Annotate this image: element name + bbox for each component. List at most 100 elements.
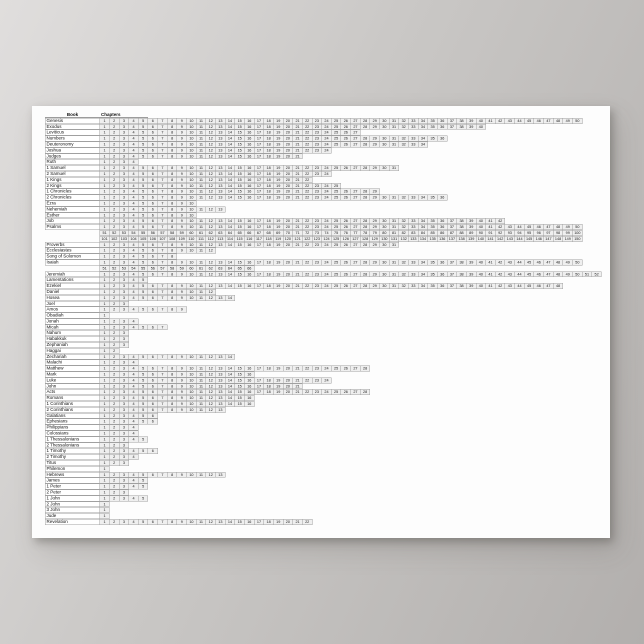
chapter-cell: 14: [224, 353, 236, 360]
chapter-cell: 19: [273, 194, 284, 201]
chapter-cell: 29: [369, 123, 380, 130]
chapter-cell: 17: [253, 259, 265, 266]
chapter-cell: 28: [360, 123, 371, 130]
chapter-cell: 16: [244, 283, 255, 289]
chapter-cell: 21: [292, 365, 303, 372]
chapter-cell: 44: [514, 283, 525, 289]
chapter-cell: 28: [360, 365, 371, 372]
chapter-cell: 2: [109, 518, 120, 525]
chapter-cell: 10: [186, 294, 197, 301]
chapter-cell: 48: [552, 259, 564, 266]
chapter-cell: 44: [514, 117, 525, 124]
chapter-cell: 3: [118, 330, 129, 337]
chapter-cell: 7: [157, 294, 168, 301]
table-row: 2 Corinthians 1 2 3 4 5 6 7 8 9 10 11 12 13: [45, 406, 602, 413]
chapter-cell: 25: [331, 271, 342, 278]
table-row: Numbers 1 2 3 4 5 6 7 8 9 10 11 12 13 14 15 16 17 18 19 20 21…: [45, 135, 602, 142]
chapter-cell: 29: [369, 283, 380, 289]
chapters-column-header: Chapters: [100, 112, 148, 118]
chapter-cell: 4: [128, 436, 139, 443]
chapter-cell: 40: [475, 123, 486, 130]
chapter-cell: 24: [321, 259, 332, 266]
chapter-cell: 22: [302, 147, 313, 154]
chapter-cell: 42: [495, 117, 506, 124]
table-row: Micah 1 2 3 4 5 6 7: [45, 324, 602, 331]
table-row: Zephaniah 1 2 3: [45, 342, 602, 348]
chapter-cell: 15: [234, 241, 245, 248]
chapter-cell: 25: [331, 283, 342, 289]
chapter-cell: 19: [273, 259, 284, 266]
chapter-cell: 29: [369, 141, 380, 148]
chapter-cell: 3: [118, 342, 129, 348]
chapter-cell: 28: [360, 165, 371, 171]
table-row: 1 Peter 1 2 3 4 5: [45, 483, 602, 490]
chapter-cell: 14: [224, 194, 236, 201]
chapter-cell: 31: [388, 141, 400, 148]
chapter-cell: 10: [186, 353, 197, 360]
table-row: Ezra 1 2 3 4 5 6 7 8 9 10: [45, 200, 602, 207]
chapter-cell: 4: [128, 324, 139, 331]
table-row: Isaiah 1 2 3 4 5 6 7 8 9 10 11 12 13 14 15 16 17 18 19 20 21 2…: [45, 259, 602, 266]
chapter-cell: 11: [195, 294, 207, 301]
chapter-cell: 16: [244, 271, 255, 278]
chapter-cell: 37: [446, 259, 457, 266]
chapter-cell: 34: [417, 141, 429, 148]
table-row: 2 Samuel 1 2 3 4 5 6 7 8 9 10 11 12 13 14 15 16 17 18 19 20 2…: [45, 170, 602, 177]
chapter-cell: 145: [524, 235, 535, 242]
table-row: Revelation 1 2 3 4 5 6 7 8 9 10 11 12 13 14 15 16 17 18 19 2…: [45, 518, 602, 525]
chapter-cell: 30: [379, 259, 390, 266]
chapter-cell: 10: [186, 271, 197, 278]
table-row: 2 Chronicles 1 2 3 4 5 6 7 8 9 10 11 12 13 14 15 16 17 18 1…: [45, 194, 602, 201]
chapter-cell: 24: [321, 389, 332, 396]
chapter-cell: 29: [369, 165, 380, 171]
chapter-cell: 50: [572, 224, 583, 230]
chapter-cell: 49: [562, 117, 573, 124]
chapter-cell: 25: [331, 259, 342, 266]
chapter-cell: 20: [282, 518, 293, 525]
chapter-cell: 14: [224, 518, 236, 525]
chapter-cell: 23: [311, 271, 322, 278]
chapter-cell: 32: [398, 271, 409, 278]
chapter-cell: 4: [128, 306, 139, 313]
chapter-cell: 24: [321, 170, 332, 177]
chapter-cell: 35: [427, 194, 438, 201]
chapter-cell: 8: [167, 518, 178, 525]
chapter-cell: 26: [340, 271, 351, 278]
table-row: Job 1 2 3 4 5 6 7 8 9 10 11 12 13 14 15 16 17 18 19 20 21 22 23…: [45, 218, 602, 225]
chapter-cell: 34: [417, 259, 429, 266]
chapter-cell: 13: [215, 353, 226, 360]
chapter-cell: 9: [176, 247, 187, 254]
chapter-cell: 11: [195, 153, 207, 160]
chapter-cell: 20: [282, 389, 293, 396]
chapter-cell: 28: [360, 283, 371, 289]
chapter-cell: 17: [253, 389, 265, 396]
table-row: John 1 2 3 4 5 6 7 8 9 10 11 12 13 14 15 16 17 18 19 20 21: [45, 383, 602, 390]
table-row: Malachi 1 2 3 4: [45, 359, 602, 366]
chapter-cell: 43: [504, 271, 515, 278]
table-row: 51 52 53 54 55 56 57 58 59 60 61 62 63 64 65 66: [45, 265, 602, 272]
table-row: Ezekiel 1 2 3 4 5 6 7 8 9 10 11 12 13 14 15 16 17 18 19 20 21…: [45, 283, 602, 289]
chapter-cell: 19: [273, 153, 284, 160]
chapter-cell: 14: [224, 153, 236, 160]
chapter-cell: 11: [195, 194, 207, 201]
chapter-cell: 6: [147, 306, 158, 313]
chapter-cell: 25: [331, 365, 342, 372]
chapter-cell: 7: [157, 324, 168, 331]
table-row: 1 Chronicles 1 2 3 4 5 6 7 8 9 10 11 12 13 14 15 16 17 18 1…: [45, 188, 602, 195]
table-row: 2 Peter 1 2 3: [45, 489, 602, 496]
chapter-cell: 11: [195, 353, 207, 360]
chapter-cell: 13: [215, 406, 226, 413]
chapter-cell: 8: [167, 471, 178, 478]
chapter-cell: 21: [292, 241, 303, 248]
chapter-cell: 46: [533, 283, 544, 289]
chapter-cell: 138: [456, 235, 467, 242]
chapter-cell: 31: [388, 241, 400, 248]
chapter-cell: 47: [543, 259, 554, 266]
chapter-cell: 9: [176, 353, 187, 360]
chapter-cell: 22: [302, 194, 313, 201]
chapter-cell: 46: [533, 117, 544, 124]
chapter-cell: 29: [369, 188, 380, 195]
chapter-cell: 22: [302, 259, 313, 266]
chapter-cell: 10: [186, 212, 197, 219]
chapter-cell: 30: [379, 271, 390, 278]
